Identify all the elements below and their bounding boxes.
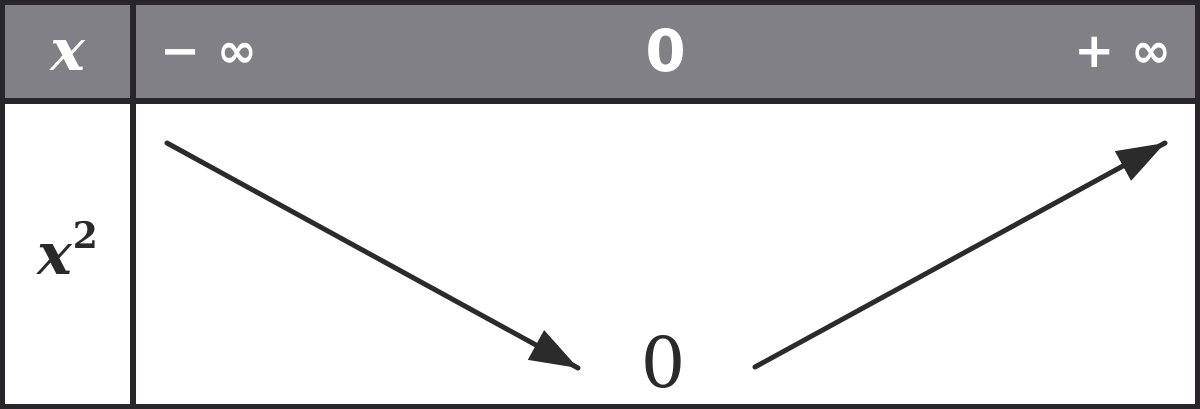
function-label: x2 bbox=[37, 218, 98, 288]
decreasing-arrow bbox=[164, 140, 581, 371]
value-zero: 0 bbox=[645, 16, 686, 85]
header-values-cell: − ∞ 0 + ∞ bbox=[136, 5, 1195, 98]
function-label-cell: x2 bbox=[5, 104, 130, 404]
header-variable-cell: x bbox=[5, 5, 130, 98]
value-negative-infinity: − ∞ bbox=[160, 22, 257, 79]
minimum-value: 0 bbox=[640, 322, 686, 404]
increasing-arrow bbox=[752, 140, 1168, 370]
variation-cell: 0 bbox=[136, 104, 1195, 404]
value-positive-infinity: + ∞ bbox=[1074, 22, 1171, 79]
variable-label: x bbox=[50, 15, 85, 84]
variation-arrows-canvas bbox=[164, 140, 1168, 371]
function-base: x bbox=[37, 220, 72, 288]
function-exponent: 2 bbox=[72, 214, 98, 257]
